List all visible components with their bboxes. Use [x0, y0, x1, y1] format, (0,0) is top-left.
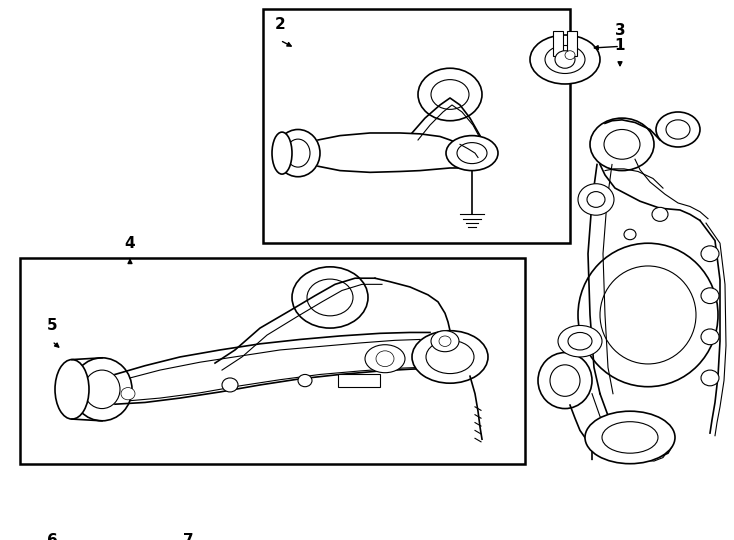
Text: 3: 3	[614, 23, 625, 38]
Ellipse shape	[446, 136, 498, 171]
Ellipse shape	[701, 370, 719, 386]
Ellipse shape	[72, 358, 132, 421]
Ellipse shape	[457, 143, 487, 164]
Text: 2: 2	[275, 17, 286, 32]
Ellipse shape	[286, 139, 310, 167]
Ellipse shape	[365, 345, 405, 373]
Ellipse shape	[292, 267, 368, 328]
Ellipse shape	[568, 333, 592, 350]
Ellipse shape	[376, 351, 394, 367]
Text: 7: 7	[183, 533, 193, 540]
Ellipse shape	[600, 266, 696, 364]
Ellipse shape	[439, 336, 451, 347]
Ellipse shape	[604, 130, 640, 159]
Bar	[553, 31, 563, 56]
Ellipse shape	[431, 330, 459, 352]
Ellipse shape	[55, 360, 89, 419]
Ellipse shape	[530, 35, 600, 84]
Ellipse shape	[121, 388, 135, 400]
Ellipse shape	[602, 422, 658, 453]
Ellipse shape	[276, 130, 320, 177]
Text: 4: 4	[125, 236, 135, 251]
Ellipse shape	[624, 229, 636, 240]
Ellipse shape	[701, 288, 719, 303]
Ellipse shape	[272, 132, 292, 174]
Ellipse shape	[585, 411, 675, 464]
Ellipse shape	[652, 207, 668, 221]
Ellipse shape	[656, 112, 700, 147]
Text: 5: 5	[47, 318, 57, 333]
Ellipse shape	[418, 68, 482, 121]
Bar	[338, 374, 380, 387]
Ellipse shape	[550, 365, 580, 396]
Text: 6: 6	[47, 533, 57, 540]
Ellipse shape	[578, 243, 718, 387]
Ellipse shape	[426, 340, 474, 374]
Ellipse shape	[412, 330, 488, 383]
Ellipse shape	[701, 246, 719, 261]
Ellipse shape	[587, 192, 605, 207]
Ellipse shape	[558, 326, 602, 357]
Ellipse shape	[590, 118, 654, 171]
Ellipse shape	[538, 353, 592, 409]
Bar	[567, 31, 577, 56]
Ellipse shape	[666, 120, 690, 139]
Text: 1: 1	[615, 38, 625, 53]
Ellipse shape	[565, 51, 575, 59]
Bar	[20, 258, 525, 464]
Ellipse shape	[307, 279, 353, 316]
Ellipse shape	[84, 370, 120, 409]
Ellipse shape	[701, 329, 719, 345]
Ellipse shape	[298, 374, 312, 387]
Bar	[263, 9, 570, 243]
Ellipse shape	[578, 184, 614, 215]
Ellipse shape	[431, 79, 469, 110]
Ellipse shape	[222, 378, 238, 392]
Ellipse shape	[545, 45, 585, 73]
Ellipse shape	[555, 51, 575, 68]
